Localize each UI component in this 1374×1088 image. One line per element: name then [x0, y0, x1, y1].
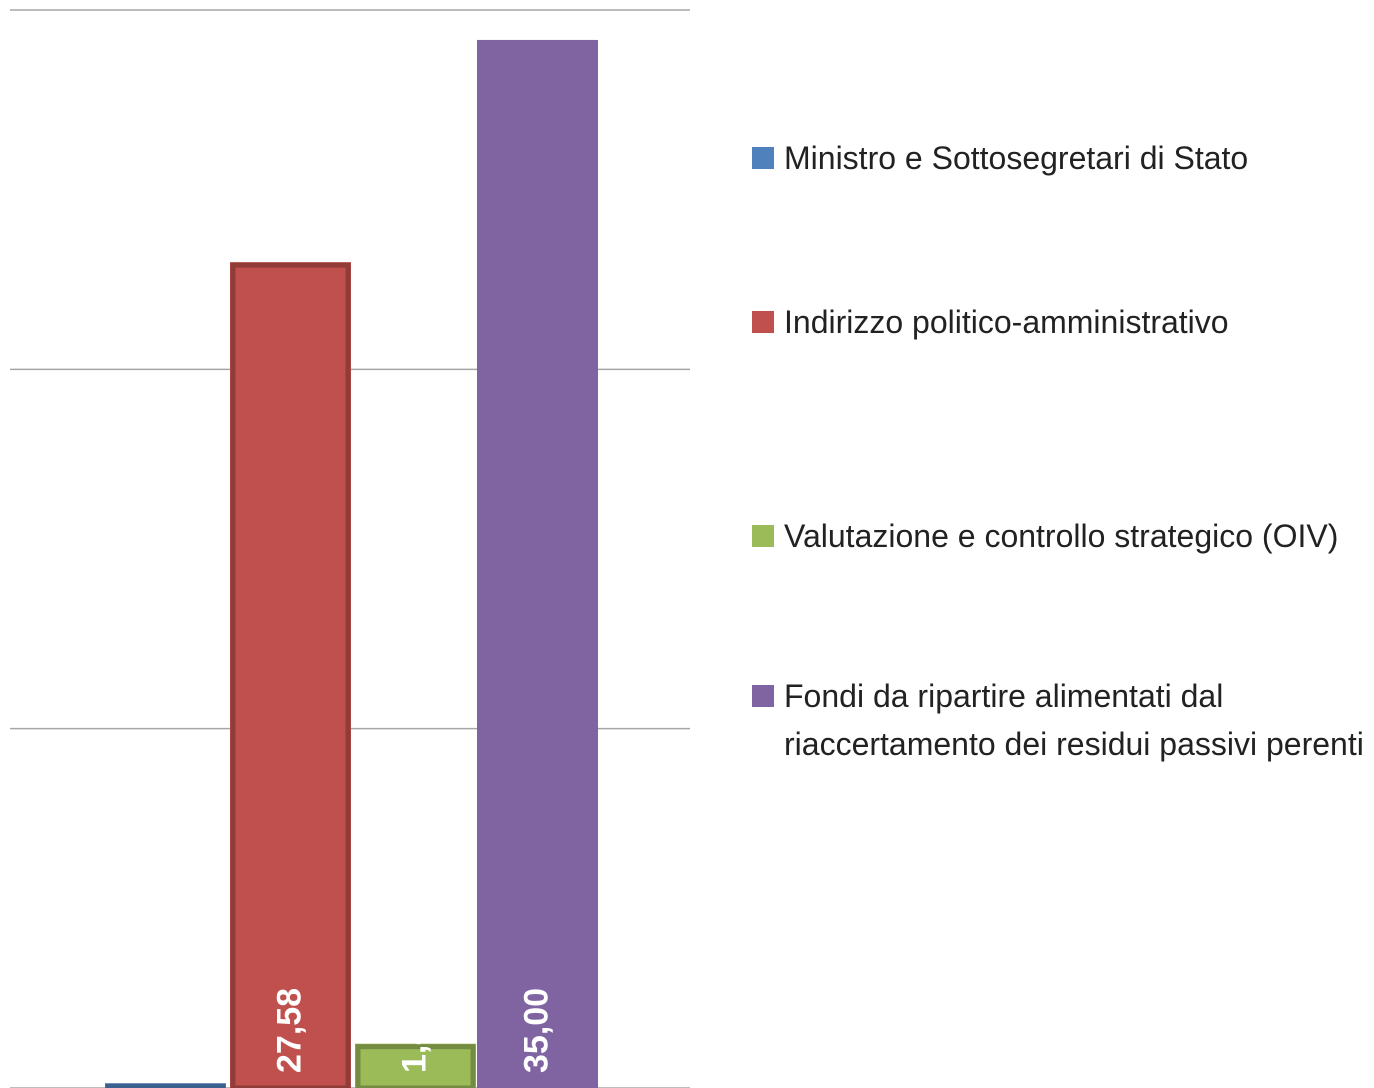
data-label: 1,48 — [396, 1007, 434, 1073]
bar — [105, 1083, 226, 1088]
bar-bevel — [355, 1044, 476, 1088]
legend-swatch — [752, 147, 774, 169]
legend-swatch — [752, 525, 774, 547]
data-label: 27,58 — [271, 988, 309, 1073]
bar-bevel — [230, 262, 351, 1088]
data-label: 0,16 — [146, 1007, 184, 1073]
legend-label: Fondi da ripartire alimentati dal riacce… — [784, 678, 1364, 762]
bar — [355, 1043, 476, 1088]
legend-swatch — [752, 311, 774, 333]
data-label: 35,00 — [518, 988, 556, 1073]
bar — [230, 262, 351, 1088]
legend-swatch — [752, 685, 774, 707]
chart: 0,16 27,58 1,48 35,00 — [10, 9, 690, 1088]
legend-label: Indirizzo politico-amministrativo — [784, 304, 1229, 340]
bar — [477, 39, 598, 1088]
legend-item: Valutazione e controllo strategico (OIV) — [752, 512, 1367, 560]
legend-item: Fondi da ripartire alimentati dal riacce… — [752, 672, 1367, 768]
legend-label: Ministro e Sottosegretari di Stato — [784, 140, 1249, 176]
legend-item: Ministro e Sottosegretari di Stato — [752, 134, 1367, 182]
legend-item: Indirizzo politico-amministrativo — [752, 298, 1367, 346]
legend-label: Valutazione e controllo strategico (OIV) — [784, 518, 1339, 554]
